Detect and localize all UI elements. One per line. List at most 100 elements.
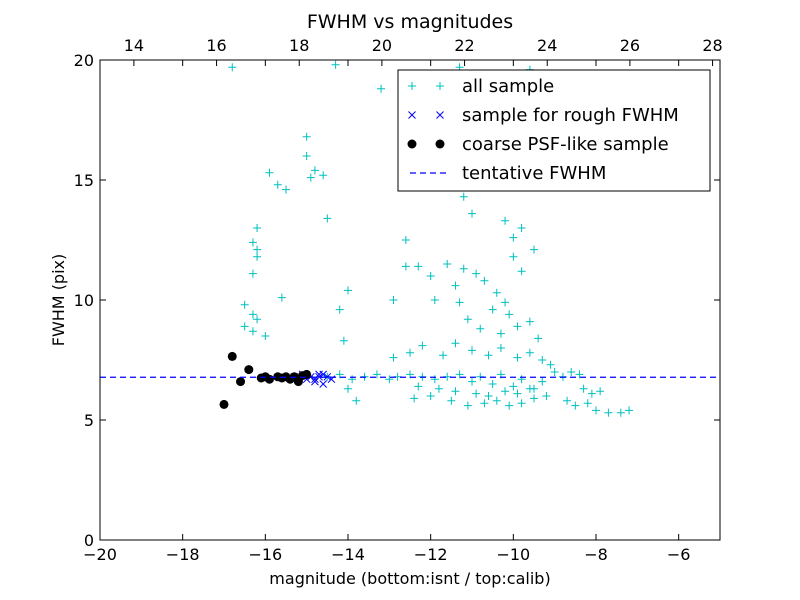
data-point — [414, 382, 423, 391]
data-point — [228, 63, 237, 72]
data-point — [339, 336, 348, 345]
x-tick-label: −18 — [166, 545, 200, 564]
data-point — [344, 286, 352, 295]
data-point — [261, 332, 270, 340]
y-axis-label: FWHM (pix) — [49, 254, 68, 347]
data-point — [517, 267, 526, 276]
data-point — [302, 152, 311, 160]
data-point — [377, 84, 386, 93]
data-point — [426, 272, 435, 280]
data-point — [426, 392, 435, 400]
data-point — [583, 399, 592, 408]
data-point — [484, 392, 493, 400]
data-point — [406, 348, 414, 357]
data-point — [240, 300, 249, 309]
data-point — [277, 293, 286, 302]
data-point — [579, 384, 588, 393]
data-point — [455, 298, 464, 307]
data-point — [492, 288, 501, 297]
data-point — [282, 185, 290, 194]
top-x-tick-label: 22 — [454, 36, 474, 55]
chart-title: FWHM vs magnitudes — [307, 11, 513, 33]
data-point — [273, 180, 282, 189]
data-point — [389, 353, 398, 362]
legend-swatch — [408, 82, 416, 90]
data-point — [472, 269, 481, 278]
top-x-tick-label: 26 — [620, 36, 640, 55]
data-point — [253, 315, 262, 324]
data-point — [455, 370, 464, 379]
data-point — [546, 360, 555, 369]
data-point — [480, 399, 489, 408]
data-point — [513, 353, 522, 362]
data-point — [463, 315, 472, 324]
data-point — [550, 368, 559, 376]
data-point — [389, 296, 398, 304]
x-axis-label: magnitude (bottom:isnt / top:calib) — [269, 569, 550, 588]
data-point — [501, 298, 510, 307]
data-point — [348, 375, 357, 384]
data-point — [335, 370, 344, 379]
data-point — [596, 387, 605, 396]
data-point — [430, 296, 439, 304]
data-point — [248, 269, 257, 278]
data-point — [410, 394, 419, 403]
data-point — [439, 351, 448, 360]
data-point — [244, 365, 254, 375]
data-point — [480, 276, 489, 285]
top-x-tick-label: 16 — [206, 36, 226, 55]
x-tick-label: −12 — [414, 545, 448, 564]
data-point — [468, 346, 476, 355]
data-point — [451, 339, 460, 348]
data-point — [331, 60, 340, 69]
data-point — [418, 341, 427, 350]
data-point — [219, 399, 229, 409]
data-point — [253, 245, 262, 254]
data-point — [264, 374, 274, 384]
data-point — [248, 238, 257, 247]
legend-swatch — [408, 111, 416, 119]
data-point — [240, 322, 249, 331]
data-point — [459, 264, 468, 273]
data-point — [311, 377, 319, 386]
data-point — [372, 370, 381, 379]
data-point — [534, 334, 543, 343]
data-point — [538, 356, 547, 364]
data-point — [434, 384, 443, 393]
data-point — [248, 327, 257, 336]
series-coarse-psf-like-sample — [219, 351, 312, 409]
data-point — [530, 245, 538, 254]
x-tick-label: −6 — [667, 545, 691, 564]
data-point — [509, 233, 518, 242]
data-point — [323, 214, 332, 223]
data-point — [472, 389, 481, 398]
top-x-tick-label: 14 — [124, 36, 144, 55]
x-tick-label: −20 — [83, 545, 117, 564]
data-point — [414, 262, 423, 271]
legend-swatch — [436, 82, 444, 90]
data-point — [401, 236, 410, 244]
data-point — [488, 305, 497, 314]
data-point — [525, 348, 534, 357]
data-point — [476, 324, 485, 333]
data-point — [463, 401, 472, 410]
data-point — [319, 171, 328, 180]
data-point — [587, 389, 596, 398]
data-point — [517, 375, 526, 384]
data-point — [335, 305, 344, 314]
data-point — [265, 168, 274, 177]
data-point — [496, 344, 505, 352]
data-point — [352, 396, 361, 405]
data-point — [306, 173, 315, 182]
data-point — [509, 382, 518, 391]
data-point — [525, 317, 534, 326]
legend-label: sample for rough FWHM — [462, 105, 679, 126]
data-point — [447, 396, 456, 405]
data-point — [592, 406, 600, 415]
y-tick-label: 0 — [84, 531, 94, 550]
data-layer — [100, 60, 720, 417]
x-tick-label: −14 — [331, 545, 365, 564]
legend-label: tentative FWHM — [462, 163, 606, 184]
legend-label: coarse PSF-like sample — [462, 134, 669, 155]
